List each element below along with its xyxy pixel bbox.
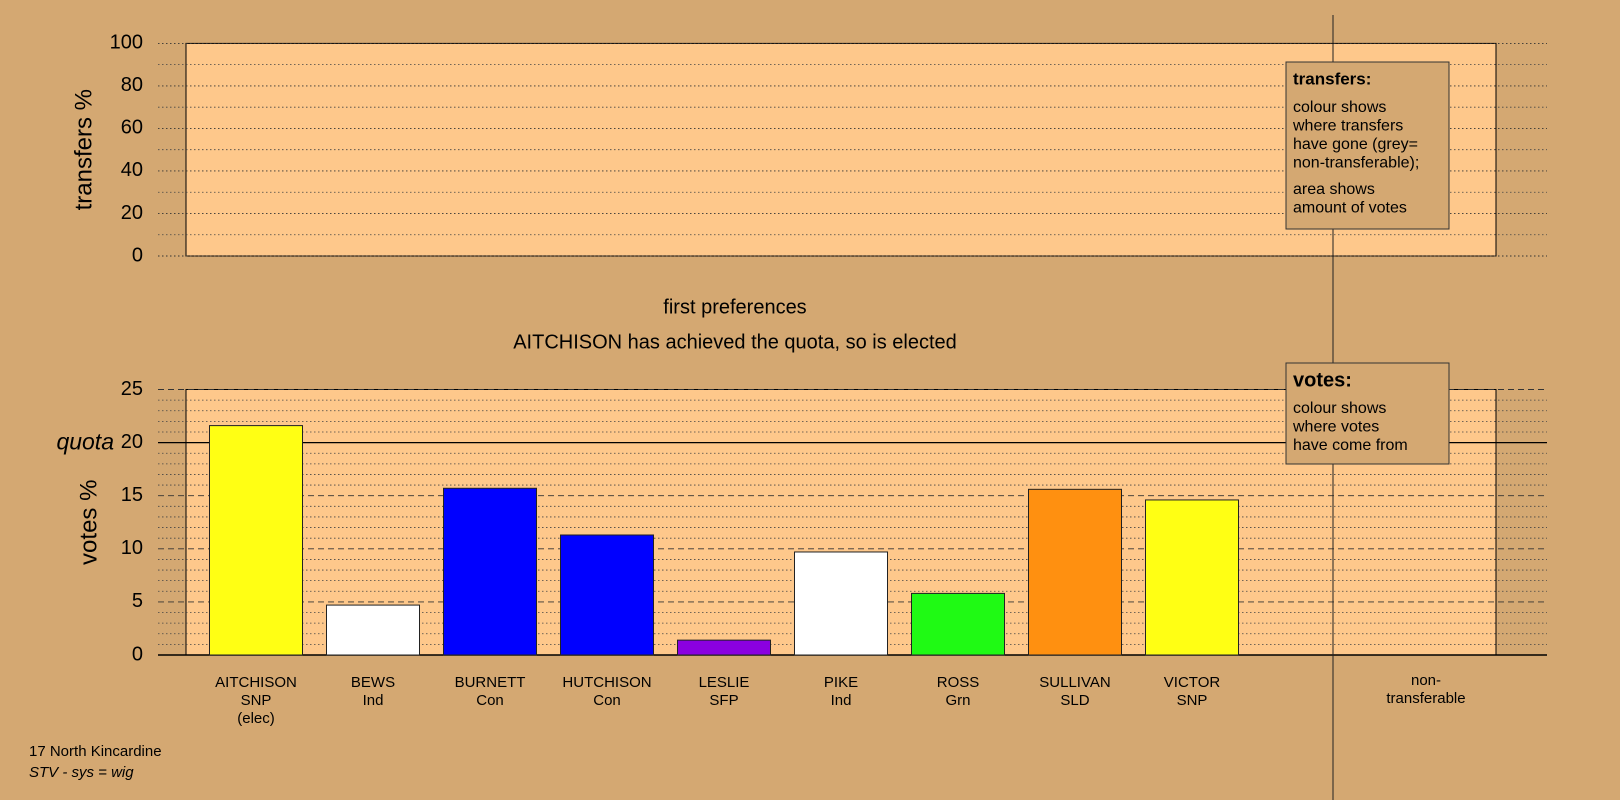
legend-text: have come from — [1293, 437, 1408, 454]
y-tick-label: 15 — [121, 484, 143, 506]
x-tick-label: Con — [593, 692, 621, 709]
x-tick-label: SFP — [709, 692, 738, 709]
y-tick-label: 0 — [132, 244, 143, 266]
y-tick-label: 80 — [121, 74, 143, 96]
legend-text: colour shows — [1293, 99, 1386, 116]
y-tick-label: 5 — [132, 590, 143, 612]
y-tick-label: 25 — [121, 378, 143, 400]
legend-text: where transfers — [1292, 118, 1403, 135]
y-tick-label: 40 — [121, 159, 143, 181]
legend-text: have gone (grey= — [1293, 136, 1418, 153]
legend-text: area shows — [1293, 181, 1375, 198]
y-tick-label: 60 — [121, 117, 143, 139]
y-tick-label: 20 — [121, 202, 143, 224]
bar — [1145, 499, 1239, 656]
y-tick-label: 100 — [110, 32, 143, 54]
x-tick-label: (elec) — [237, 710, 275, 727]
y-tick-label: 20 — [121, 431, 143, 453]
bar — [443, 487, 537, 656]
bar — [911, 592, 1005, 656]
x-tick-label: Ind — [363, 692, 384, 709]
y-axis-label: votes % — [75, 480, 102, 565]
bar — [794, 551, 888, 656]
y-axis-label: transfers % — [70, 89, 97, 210]
x-tick-label: non- — [1411, 672, 1441, 689]
x-tick-label: ROSS — [937, 674, 980, 691]
x-tick-label: LESLIE — [699, 674, 750, 691]
chart-title: first preferences — [663, 296, 806, 318]
x-tick-label: Ind — [831, 692, 852, 709]
legend-box — [1285, 362, 1450, 465]
bar — [677, 639, 771, 656]
x-tick-label: Con — [476, 692, 504, 709]
bar — [326, 604, 420, 656]
chart-subtitle: AITCHISON has achieved the quota, so is … — [513, 331, 957, 353]
x-tick-label: PIKE — [824, 674, 858, 691]
x-tick-label: AITCHISON — [215, 674, 297, 691]
top-frame — [185, 42, 1497, 257]
legend-text: non-transferable); — [1293, 155, 1419, 172]
x-tick-label: VICTOR — [1164, 674, 1221, 691]
y-tick-label: 0 — [132, 643, 143, 665]
bar — [560, 534, 654, 656]
x-tick-label: BEWS — [351, 674, 395, 691]
bar — [1028, 488, 1122, 656]
x-tick-label: HUTCHISON — [562, 674, 651, 691]
legend-title: transfers: — [1293, 69, 1371, 88]
quota-label: quota — [56, 429, 114, 455]
legend-text: amount of votes — [1293, 200, 1407, 217]
legend-title: votes: — [1293, 369, 1352, 391]
legend-text: colour shows — [1293, 400, 1386, 417]
footer-place: 17 North Kincardine — [29, 743, 162, 760]
x-tick-label: Grn — [945, 692, 970, 709]
legend-text: where votes — [1292, 419, 1379, 436]
x-tick-label: SULLIVAN — [1039, 674, 1110, 691]
bar — [209, 425, 303, 656]
x-tick-label: transferable — [1386, 690, 1465, 707]
x-tick-label: SLD — [1060, 692, 1089, 709]
x-tick-label: SNP — [241, 692, 272, 709]
footer-system: STV - sys = wig — [29, 764, 134, 781]
legend-box — [1285, 61, 1450, 230]
x-tick-label: SNP — [1177, 692, 1208, 709]
x-tick-label: BURNETT — [455, 674, 526, 691]
y-tick-label: 10 — [121, 537, 143, 559]
